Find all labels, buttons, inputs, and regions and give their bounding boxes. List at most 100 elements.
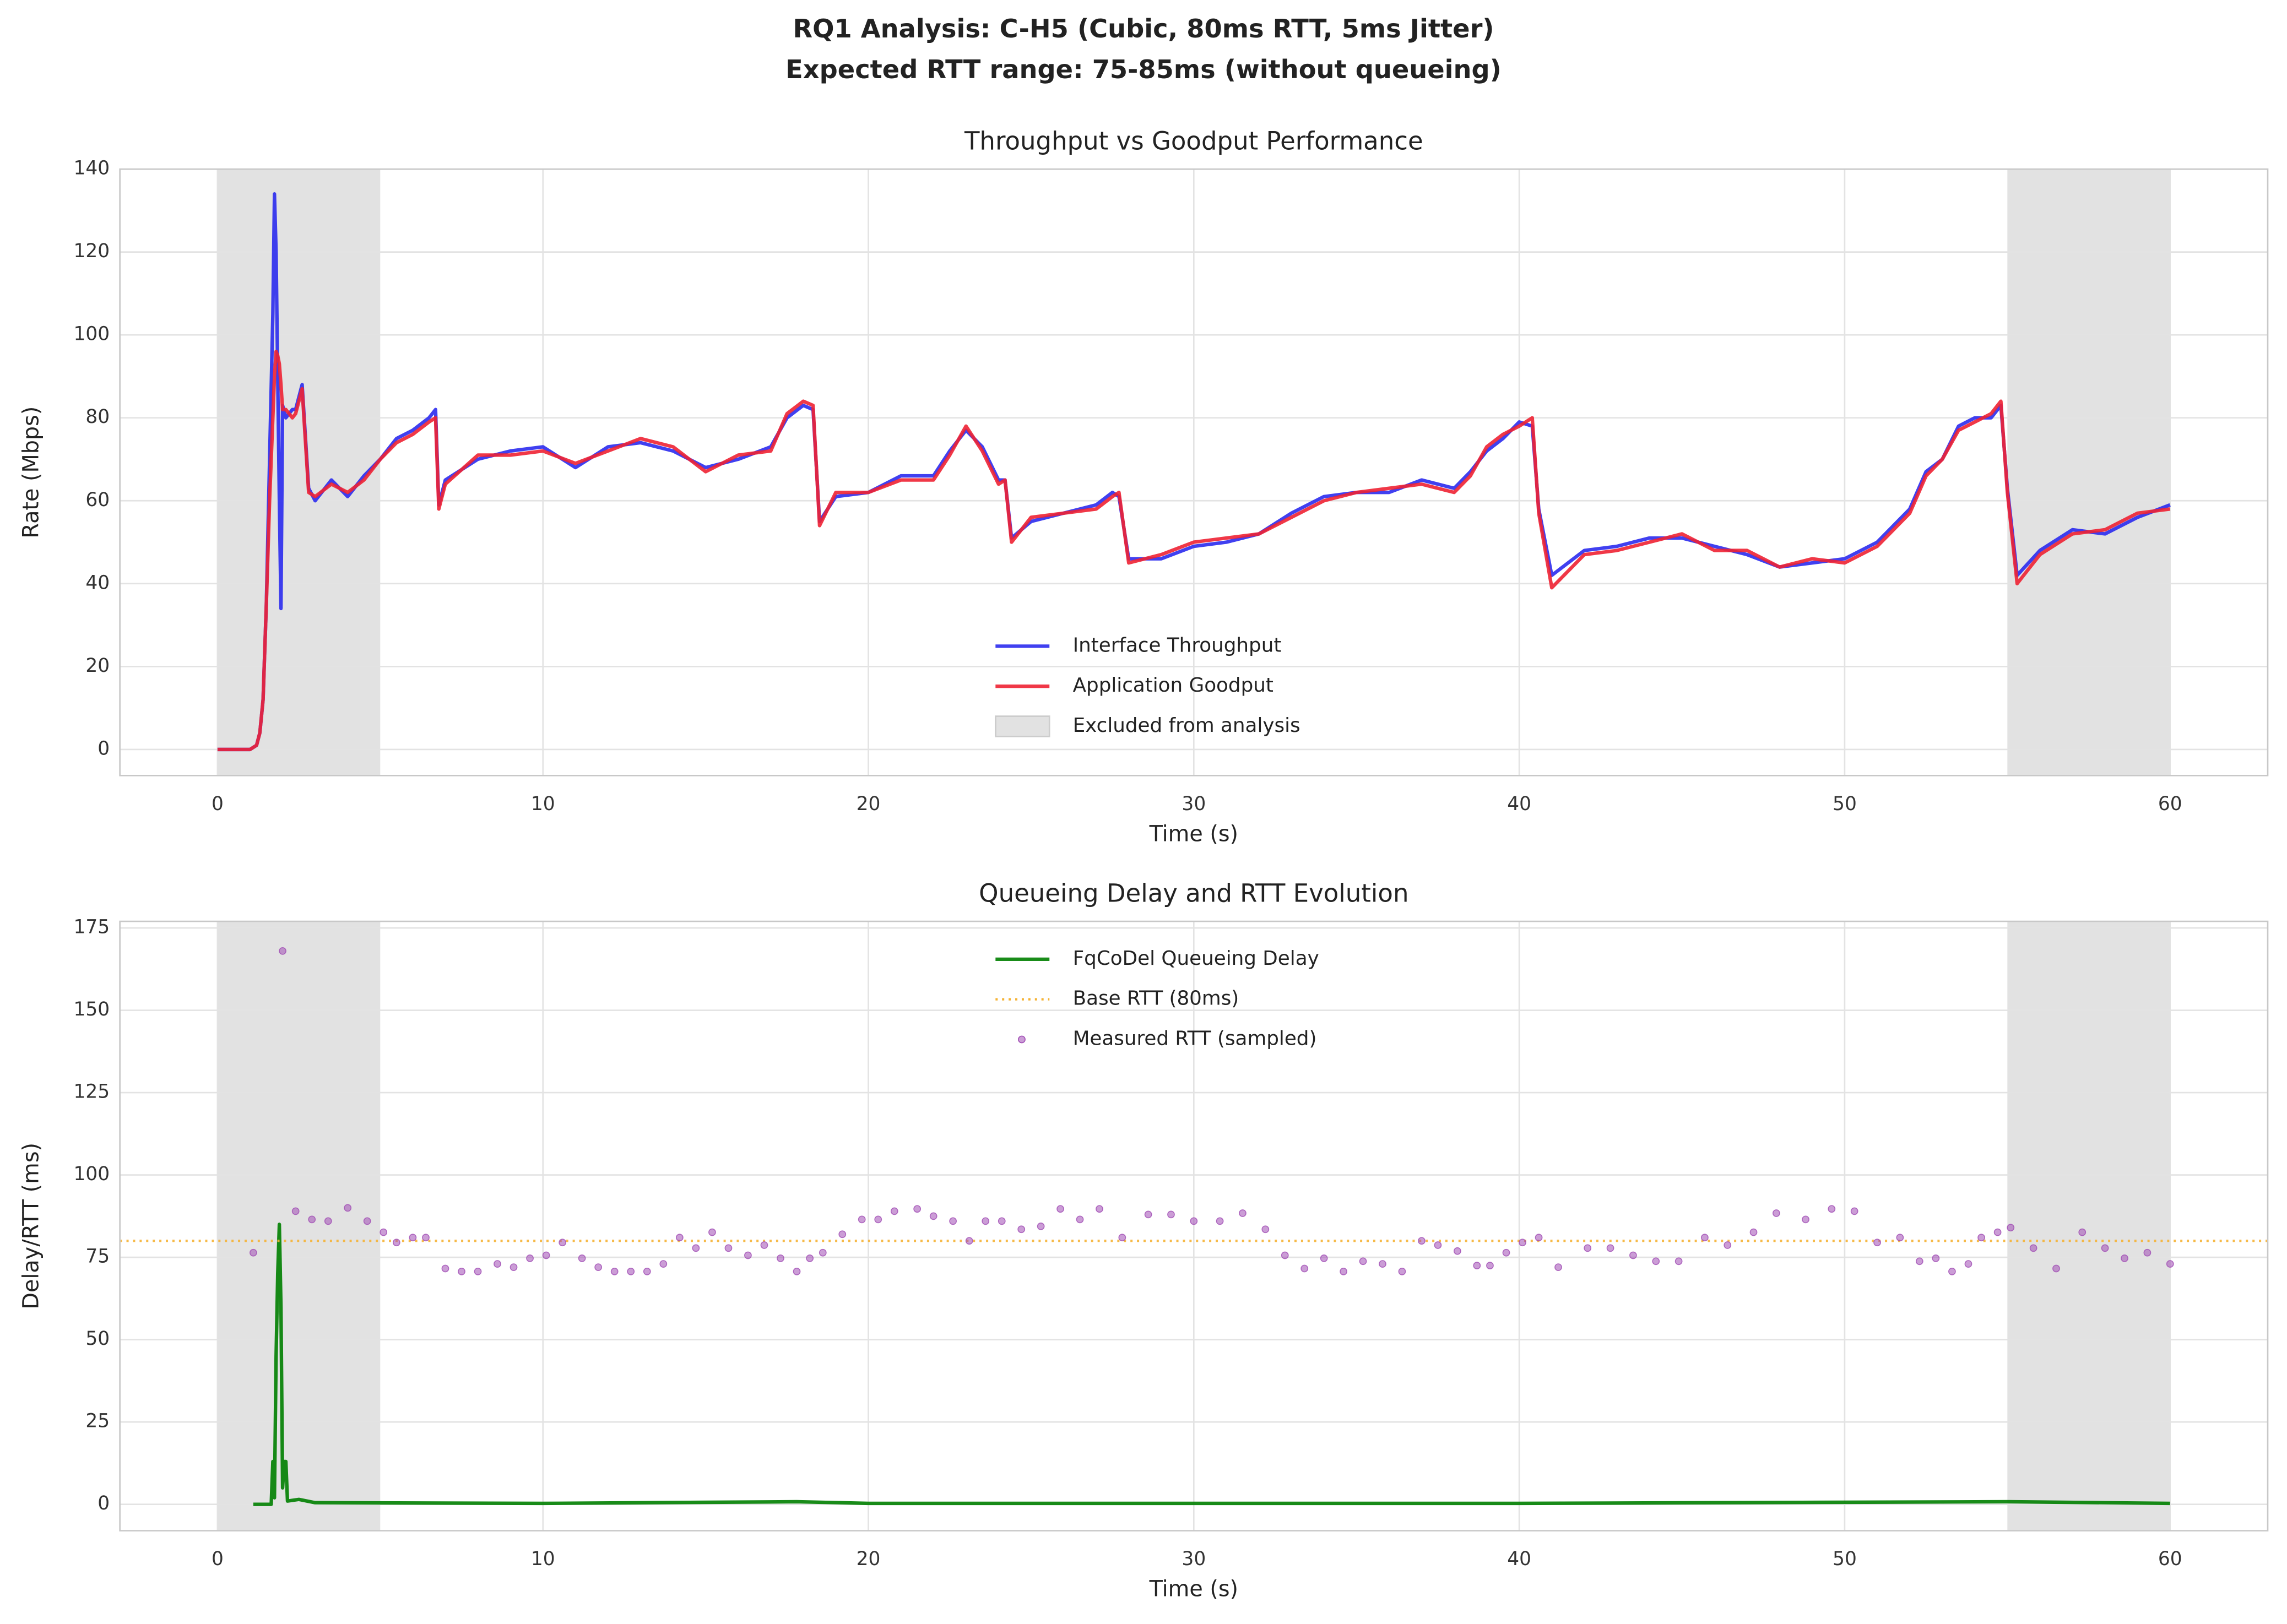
scatter-point	[1964, 1260, 1972, 1268]
scatter-point	[675, 1234, 684, 1242]
x-tick-label: 0	[212, 793, 224, 815]
scatter-point	[2029, 1244, 2037, 1252]
x-tick-label: 50	[1833, 793, 1857, 815]
scatter-point	[542, 1251, 550, 1259]
scatter-point	[965, 1237, 973, 1245]
scatter-point	[949, 1217, 957, 1225]
scatter-point	[1554, 1263, 1562, 1271]
legend-label: Measured RTT (sampled)	[1073, 1027, 1317, 1050]
legend-swatch	[994, 715, 1050, 737]
figure-title: RQ1 Analysis: C-H5 (Cubic, 80ms RTT, 5ms…	[793, 14, 1494, 44]
scatter-point	[1056, 1205, 1064, 1213]
excluded-region	[217, 921, 381, 1531]
scatter-point	[510, 1263, 518, 1271]
scatter-point	[659, 1260, 668, 1268]
legend-label: Application Goodput	[1073, 674, 1273, 697]
x-tick-label: 60	[2158, 793, 2182, 815]
scatter-point	[1144, 1210, 1152, 1219]
x-tick-label: 30	[1182, 1548, 1206, 1570]
scatter-point	[1802, 1215, 1809, 1224]
scatter-point	[250, 1248, 257, 1257]
scatter-point	[724, 1244, 733, 1252]
scatter-point	[1977, 1234, 1985, 1242]
scatter-point	[1948, 1267, 1956, 1275]
scatter-point	[1502, 1248, 1510, 1257]
scatter-point	[1486, 1262, 1494, 1269]
scatter-point	[1096, 1205, 1103, 1213]
excluded-region	[2007, 921, 2170, 1531]
scatter-point	[1724, 1241, 1732, 1249]
scatter-point	[1749, 1228, 1758, 1236]
y-tick-label: 140	[73, 157, 110, 180]
scatter-point	[760, 1241, 768, 1249]
scatter-point	[1359, 1257, 1367, 1265]
scatter-point	[982, 1217, 990, 1225]
scatter-point	[1118, 1234, 1126, 1242]
x-tick-label: 20	[857, 793, 881, 815]
axes-frame	[119, 920, 2269, 1531]
legend-label: Excluded from analysis	[1073, 714, 1300, 737]
scatter-point	[1340, 1267, 1347, 1275]
y-tick-label: 120	[73, 240, 110, 262]
scatter-point	[1434, 1241, 1442, 1249]
scatter-point	[578, 1254, 586, 1262]
scatter-point	[1281, 1251, 1289, 1259]
scatter-point	[1261, 1225, 1270, 1234]
scatter-point	[858, 1215, 866, 1224]
x-tick-label: 50	[1833, 1548, 1857, 1570]
scatter-point	[1535, 1234, 1543, 1242]
scatter-point	[2007, 1224, 2015, 1232]
scatter-point	[1473, 1262, 1481, 1269]
scatter-point	[1037, 1223, 1045, 1230]
scatter-point	[458, 1267, 465, 1275]
scatter-point	[422, 1234, 430, 1242]
scatter-point	[890, 1207, 898, 1215]
x-tick-label: 40	[1507, 1548, 1531, 1570]
plot-area	[120, 169, 2268, 776]
scatter-point	[324, 1217, 332, 1225]
scatter-point	[1398, 1267, 1406, 1275]
scatter-point	[494, 1260, 501, 1268]
scatter-point	[777, 1254, 784, 1262]
scatter-point	[1896, 1234, 1904, 1242]
scatter-point	[2078, 1228, 2087, 1236]
scatter-point	[392, 1239, 400, 1247]
scatter-point	[1167, 1210, 1175, 1219]
scatter-point	[474, 1267, 482, 1275]
legend-label: FqCoDel Queueing Delay	[1073, 947, 1319, 970]
scatter-point	[1076, 1215, 1084, 1224]
scatter-point	[610, 1267, 619, 1275]
scatter-point	[409, 1234, 417, 1242]
scatter-point	[1190, 1217, 1198, 1225]
figure-subtitle: Expected RTT range: 75-85ms (without que…	[785, 55, 1502, 84]
scatter-point	[1701, 1234, 1709, 1242]
scatter-point	[1379, 1260, 1386, 1268]
scatter-point	[744, 1251, 752, 1259]
x-tick-label: 0	[212, 1548, 224, 1570]
y-tick-label: 100	[73, 1163, 110, 1185]
scatter-point	[1674, 1257, 1683, 1265]
scatter-point	[1454, 1247, 1461, 1255]
scatter-point	[308, 1215, 316, 1224]
scatter-point	[692, 1244, 700, 1252]
scatter-point	[291, 1207, 300, 1215]
scatter-point	[526, 1254, 534, 1262]
y-tick-label: 20	[85, 655, 110, 677]
y-axis-label: Delay/RTT (ms)	[18, 1143, 44, 1310]
scatter-point	[838, 1230, 847, 1239]
y-tick-label: 40	[85, 572, 110, 594]
scatter-point	[279, 947, 286, 955]
scatter-point	[1629, 1251, 1637, 1259]
scatter-point	[929, 1212, 937, 1220]
scatter-point	[643, 1267, 651, 1275]
scatter-point	[2166, 1260, 2174, 1268]
scatter-point	[913, 1205, 922, 1213]
x-tick-label: 20	[857, 1548, 881, 1570]
scatter-point	[1828, 1205, 1836, 1213]
x-axis-label: Time (s)	[1149, 821, 1238, 846]
scatter-point	[1932, 1254, 1940, 1262]
y-tick-label: 150	[73, 998, 110, 1020]
scatter-point	[1772, 1209, 1780, 1217]
